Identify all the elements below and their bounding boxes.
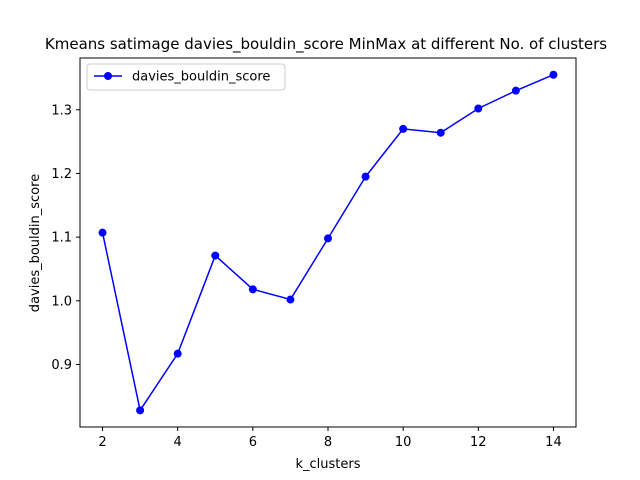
y-tick-label: 1.3 — [51, 103, 72, 118]
y-tick-label: 1.0 — [51, 294, 72, 309]
data-point — [324, 234, 332, 243]
series-line — [101, 74, 554, 413]
y-axis-label: davies_bouldin_score — [28, 174, 43, 312]
x-tick-label: 4 — [174, 435, 182, 450]
x-axis-ticks: 2 4 6 8 10 12 14 — [98, 427, 562, 450]
data-point — [436, 128, 445, 137]
x-tick-label: 2 — [98, 435, 106, 450]
data-point — [173, 349, 182, 358]
data-point — [361, 172, 370, 181]
y-tick-label: 1.2 — [51, 167, 72, 182]
legend-box — [86, 63, 286, 91]
data-point — [98, 228, 107, 237]
y-tick-label: 0.9 — [51, 358, 72, 373]
data-point — [211, 251, 220, 260]
data-point — [549, 70, 558, 79]
legend-label: davies_bouldin_score — [132, 70, 270, 85]
plot-frame — [79, 57, 577, 428]
legend-marker — [104, 72, 112, 80]
data-point — [511, 86, 520, 95]
data-point — [136, 406, 145, 415]
data-point — [474, 104, 483, 113]
y-tick-label: 1.1 — [51, 231, 72, 246]
chart-title: Kmeans satimage davies_bouldin_score Min… — [45, 35, 607, 54]
x-tick-label: 12 — [470, 435, 487, 450]
data-point — [286, 295, 295, 304]
legend: davies_bouldin_score — [86, 63, 286, 91]
y-axis-ticks: 0.9 1.0 1.1 1.2 1.3 — [51, 103, 80, 373]
data-point — [399, 124, 408, 133]
x-tick-label: 14 — [545, 435, 562, 450]
x-axis-label: k_clusters — [295, 457, 360, 472]
series-layer — [98, 70, 558, 415]
x-tick-label: 6 — [249, 435, 257, 450]
data-point — [248, 285, 257, 294]
x-tick-label: 10 — [395, 435, 412, 450]
plot-area — [79, 57, 577, 428]
x-tick-label: 8 — [324, 435, 332, 450]
